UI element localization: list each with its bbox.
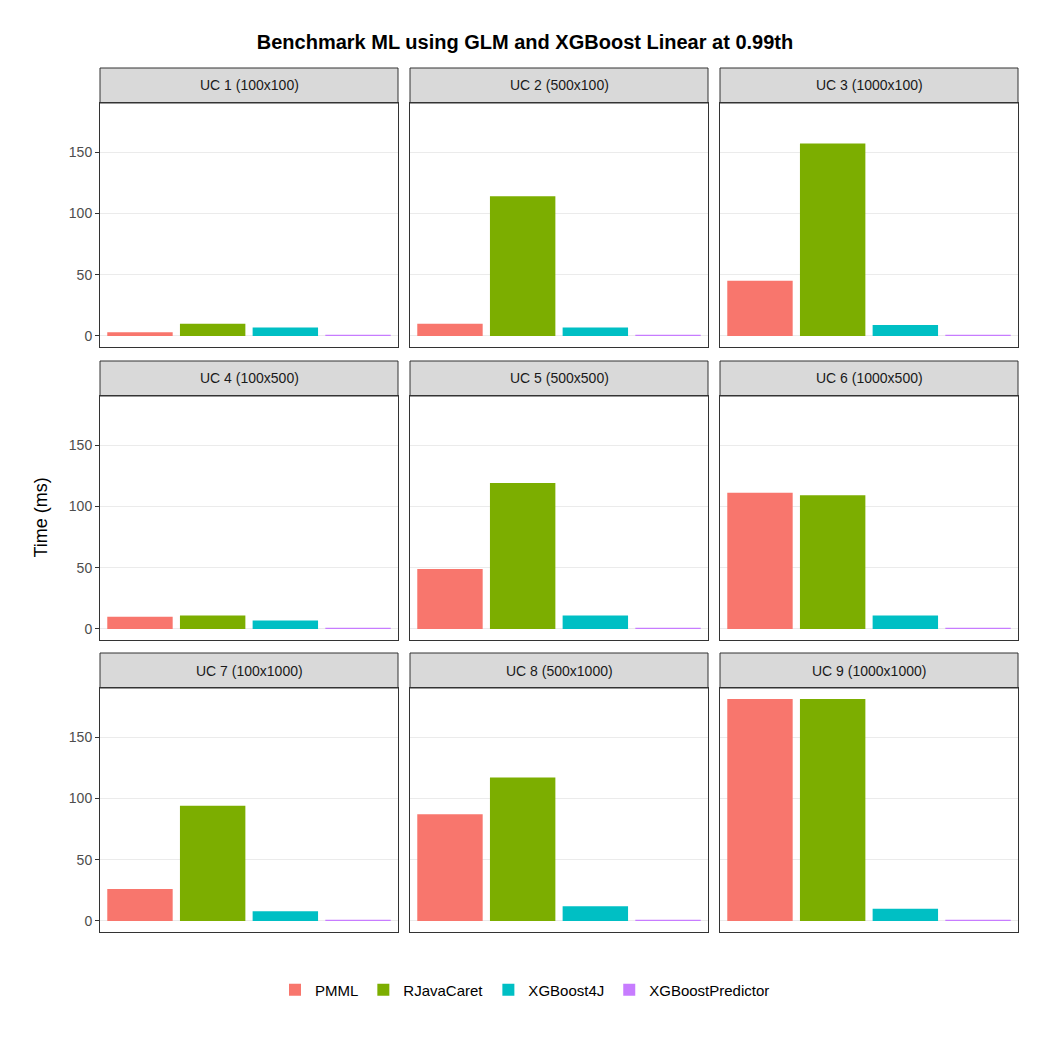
svg-text:UC 7 (100x1000): UC 7 (100x1000) — [196, 663, 303, 679]
svg-text:RJavaCaret: RJavaCaret — [403, 982, 483, 999]
svg-text:Benchmark ML using GLM and XGB: Benchmark ML using GLM and XGBoost Linea… — [257, 31, 793, 53]
svg-text:UC 4 (100x500): UC 4 (100x500) — [200, 370, 299, 386]
svg-text:Time (ms): Time (ms) — [31, 477, 51, 557]
svg-text:PMML: PMML — [315, 982, 358, 999]
svg-text:XGBoostPredictor: XGBoostPredictor — [649, 982, 769, 999]
svg-text:0: 0 — [84, 621, 92, 637]
svg-text:100: 100 — [69, 205, 93, 221]
svg-text:0: 0 — [84, 913, 92, 929]
svg-text:150: 150 — [69, 144, 93, 160]
svg-text:50: 50 — [77, 560, 93, 576]
svg-text:UC 6 (1000x500): UC 6 (1000x500) — [816, 370, 923, 386]
svg-text:100: 100 — [69, 498, 93, 514]
svg-text:UC 3 (1000x100): UC 3 (1000x100) — [816, 77, 923, 93]
svg-text:XGBoost4J: XGBoost4J — [528, 982, 604, 999]
svg-text:UC 9 (1000x1000): UC 9 (1000x1000) — [812, 663, 926, 679]
svg-text:UC 5 (500x500): UC 5 (500x500) — [510, 370, 609, 386]
svg-text:UC 2 (500x100): UC 2 (500x100) — [510, 77, 609, 93]
svg-text:0: 0 — [84, 328, 92, 344]
svg-text:UC 8 (500x1000): UC 8 (500x1000) — [506, 663, 613, 679]
svg-text:150: 150 — [69, 437, 93, 453]
svg-text:UC 1 (100x100): UC 1 (100x100) — [200, 77, 299, 93]
svg-text:50: 50 — [77, 852, 93, 868]
svg-text:50: 50 — [77, 267, 93, 283]
svg-text:150: 150 — [69, 729, 93, 745]
svg-text:100: 100 — [69, 790, 93, 806]
